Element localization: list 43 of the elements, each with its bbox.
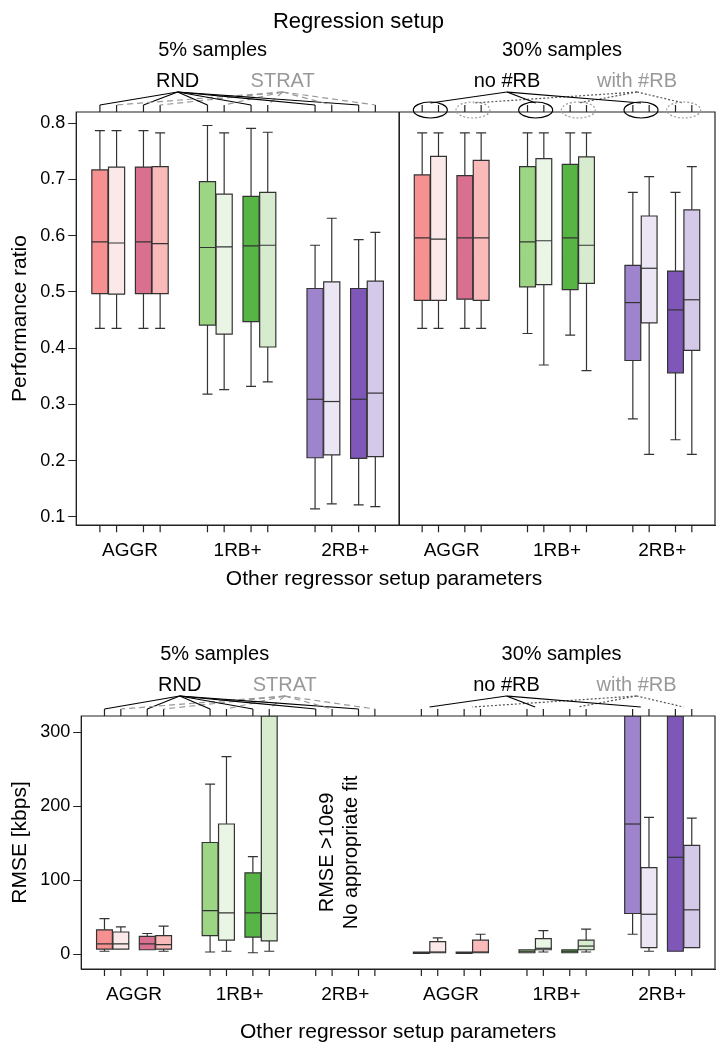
y-tick-label: 0.3 <box>40 393 66 414</box>
chart-title: Regression setup <box>272 8 445 34</box>
text: 30% samples <box>501 37 623 60</box>
y-tick-label: 0.2 <box>40 449 66 470</box>
text: no #RB <box>473 672 540 695</box>
text: RND <box>155 68 200 91</box>
y-tick-label: 0.8 <box>40 112 66 133</box>
x-axis-title: Other regressor setup parameters <box>225 566 543 590</box>
x-tick-label: AGGR <box>422 982 479 1004</box>
x-tick-label: 2RB+ <box>321 538 370 560</box>
text: 30% samples <box>501 641 622 664</box>
text: 5% samples <box>160 641 270 664</box>
annotation: RMSE >10e9 <box>314 792 337 913</box>
annotation: No appropriate fit <box>338 775 361 930</box>
text: RND <box>158 672 202 695</box>
y-axis-title: Performance ratio <box>7 235 31 403</box>
y-tick-label: 0 <box>60 943 71 964</box>
y-tick-label: 0.7 <box>40 168 66 189</box>
x-tick-label: 1RB+ <box>532 538 582 560</box>
text: STRAT <box>252 672 317 695</box>
x-tick-label: AGGR <box>102 538 158 560</box>
y-tick-label: 0.1 <box>40 505 66 526</box>
x-tick-label: 1RB+ <box>215 982 264 1004</box>
x-tick-label: 1RB+ <box>213 538 262 560</box>
y-tick-label: 300 <box>40 721 71 742</box>
text: with #RB <box>595 672 677 695</box>
y-tick-label: 100 <box>40 869 71 890</box>
x-tick-label: AGGR <box>106 982 163 1004</box>
y-tick-label: 0.6 <box>40 224 66 245</box>
y-axis-title: RMSE [kbps] <box>7 781 31 904</box>
x-axis-title: Other regressor setup parameters <box>239 1019 557 1043</box>
x-tick-label: 2RB+ <box>321 982 370 1004</box>
y-tick-label: 200 <box>40 795 71 816</box>
x-tick-label: AGGR <box>423 538 480 560</box>
text: STRAT <box>250 68 315 91</box>
y-tick-label: 0.4 <box>40 337 66 358</box>
x-tick-label: 1RB+ <box>532 982 581 1004</box>
y-tick-label: 0.5 <box>40 280 66 301</box>
text: 5% samples <box>158 37 268 60</box>
x-tick-label: 2RB+ <box>638 538 687 560</box>
x-tick-label: 2RB+ <box>638 982 687 1004</box>
text: no #RB <box>473 68 541 91</box>
text: with #RB <box>595 68 678 91</box>
